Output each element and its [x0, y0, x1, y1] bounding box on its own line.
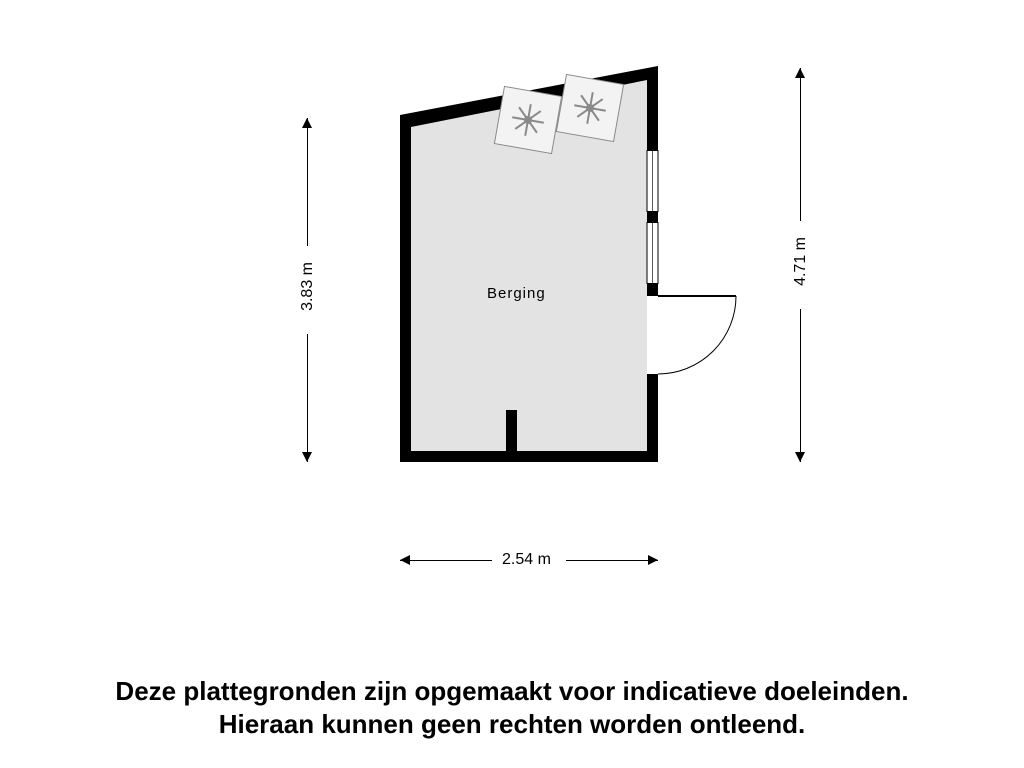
disclaimer-line2: Hieraan kunnen geen rechten worden ontle… — [219, 709, 806, 739]
door-opening — [647, 296, 659, 374]
door-arc — [658, 296, 736, 374]
floorplan-svg — [0, 0, 1024, 768]
dim-bottom-arrow-left — [400, 555, 410, 565]
disclaimer-line1: Deze plattegronden zijn opgemaakt voor i… — [115, 676, 908, 706]
dim-bottom-line-right — [566, 560, 658, 561]
floorplan-canvas: Berging 3.83 m 4.71 m 2.54 m Deze platte… — [0, 0, 1024, 768]
window-2 — [647, 222, 658, 284]
dim-bottom-arrow-right — [648, 555, 658, 565]
dim-left-line-top — [307, 118, 308, 246]
dim-left-arrow-bot — [302, 452, 312, 462]
dim-bottom-label: 2.54 m — [502, 551, 551, 569]
dim-right-line-bot — [800, 309, 801, 462]
dim-left-label: 3.83 m — [299, 262, 317, 311]
dim-left-line-bot — [307, 334, 308, 462]
dim-right-arrow-top — [795, 68, 805, 78]
dim-right-arrow-bot — [795, 452, 805, 462]
dim-left-arrow-top — [302, 118, 312, 128]
disclaimer-text: Deze plattegronden zijn opgemaakt voor i… — [0, 675, 1024, 740]
window-1 — [647, 150, 658, 212]
partition-wall — [506, 410, 517, 462]
dim-bottom-line-left — [400, 560, 492, 561]
dim-right-label: 4.71 m — [792, 237, 810, 286]
room-label: Berging — [487, 285, 546, 302]
dim-right-line-top — [800, 68, 801, 221]
appliance-2 — [556, 74, 623, 141]
appliance-1 — [494, 86, 561, 153]
